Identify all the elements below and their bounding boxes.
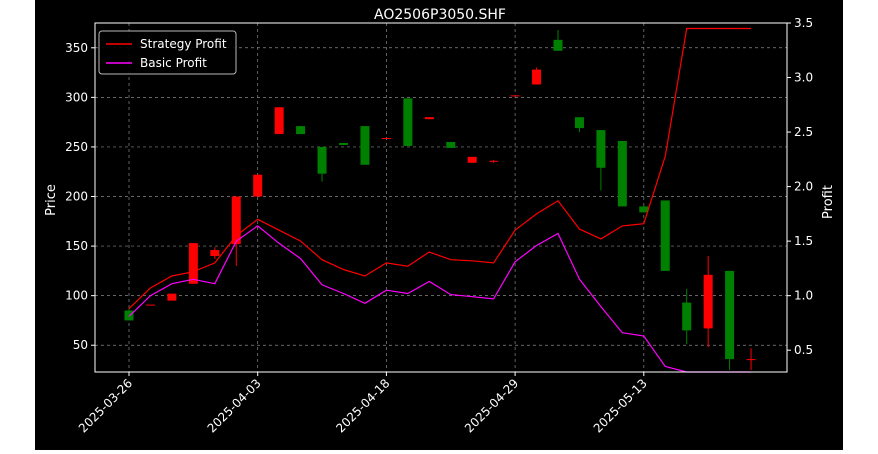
- candle: [660, 200, 670, 271]
- plot-frame: [94, 22, 788, 373]
- chart-title: AO2506P3050.SHF: [374, 7, 506, 23]
- y-tick-label-left: 100: [65, 289, 88, 303]
- candle-body: [210, 250, 220, 256]
- candle-body: [553, 39, 563, 51]
- figure-background: [35, 0, 843, 450]
- y-tick-label-right: 0.5: [794, 343, 813, 357]
- candle: [360, 126, 370, 165]
- candle-body: [296, 126, 306, 135]
- candle-body: [596, 130, 606, 168]
- y-tick-label-right: 3.0: [794, 71, 813, 85]
- y-tick-label-right: 1.5: [794, 234, 813, 248]
- candle-body: [446, 141, 456, 148]
- candle-body: [231, 196, 241, 245]
- candle: [532, 67, 542, 85]
- y-tick-label-right: 2.5: [794, 125, 813, 139]
- candle: [403, 98, 413, 146]
- candle-body: [167, 293, 177, 301]
- candle-body: [703, 274, 713, 329]
- y-tick-label-left: 50: [73, 338, 88, 352]
- candle: [188, 243, 198, 284]
- candle-body: [253, 174, 263, 197]
- y-tick-label-right: 2.0: [794, 180, 813, 194]
- candle: [682, 288, 692, 345]
- legend-basic-label: Basic Profit: [140, 56, 207, 70]
- y-tick-label-left: 300: [65, 90, 88, 104]
- y-tick-label-left: 150: [65, 239, 88, 253]
- candle: [167, 293, 177, 301]
- legend: Strategy Profit Basic Profit: [98, 30, 237, 75]
- grid-lines: [95, 23, 787, 372]
- candle-body: [746, 359, 756, 361]
- candle: [553, 29, 563, 51]
- legend-strategy-label: Strategy Profit: [140, 37, 227, 51]
- candle: [381, 138, 391, 140]
- y-tick-label-left: 200: [65, 190, 88, 204]
- basic-profit-line: [128, 225, 751, 373]
- candle-body: [381, 138, 391, 140]
- candle-body: [403, 98, 413, 146]
- candle: [617, 140, 627, 207]
- candle: [703, 255, 713, 348]
- y-tick-label-right: 1.0: [794, 289, 813, 303]
- candle: [124, 308, 134, 321]
- candle-body: [725, 270, 735, 360]
- candle-body: [532, 69, 542, 85]
- candle-body: [360, 126, 370, 165]
- candle-body: [188, 243, 198, 284]
- candle-body: [124, 310, 134, 321]
- candle: [446, 141, 456, 148]
- candle: [145, 304, 155, 306]
- y-axis-label-right: Profit: [821, 185, 836, 219]
- candle: [253, 174, 263, 197]
- candle: [274, 107, 284, 135]
- y-tick-label-left: 250: [65, 140, 88, 154]
- candle-body: [574, 117, 584, 129]
- candle-body: [489, 160, 499, 162]
- candle-body: [639, 206, 649, 213]
- y-tick-label-left: 350: [65, 41, 88, 55]
- candle-body: [660, 200, 670, 271]
- legend-box: [98, 30, 237, 75]
- strategy-profit-line: [128, 27, 751, 310]
- candle-body: [424, 117, 434, 120]
- candle-body: [339, 142, 348, 145]
- y-axis-label-left: Price: [44, 184, 59, 216]
- candle-body: [317, 146, 327, 174]
- candle-body: [145, 304, 155, 306]
- profit-lines: [128, 27, 751, 373]
- y-tick-label-right: 3.5: [794, 16, 813, 30]
- candle: [574, 117, 584, 133]
- candle-body: [617, 140, 627, 207]
- candle: [296, 126, 306, 135]
- candle-body: [682, 302, 692, 331]
- candle-body: [274, 107, 284, 135]
- candle: [467, 156, 477, 163]
- candle: [210, 247, 220, 259]
- candlestick-series: [124, 29, 756, 371]
- candle: [339, 142, 348, 145]
- candle-body: [467, 156, 477, 163]
- candle-body: [510, 95, 520, 97]
- candle: [489, 159, 499, 163]
- candle: [231, 196, 241, 266]
- candle: [596, 130, 606, 191]
- candle: [510, 95, 520, 97]
- candle: [639, 205, 649, 213]
- candle: [725, 270, 735, 371]
- candle: [424, 117, 434, 120]
- candle: [746, 348, 756, 371]
- candle: [317, 146, 327, 182]
